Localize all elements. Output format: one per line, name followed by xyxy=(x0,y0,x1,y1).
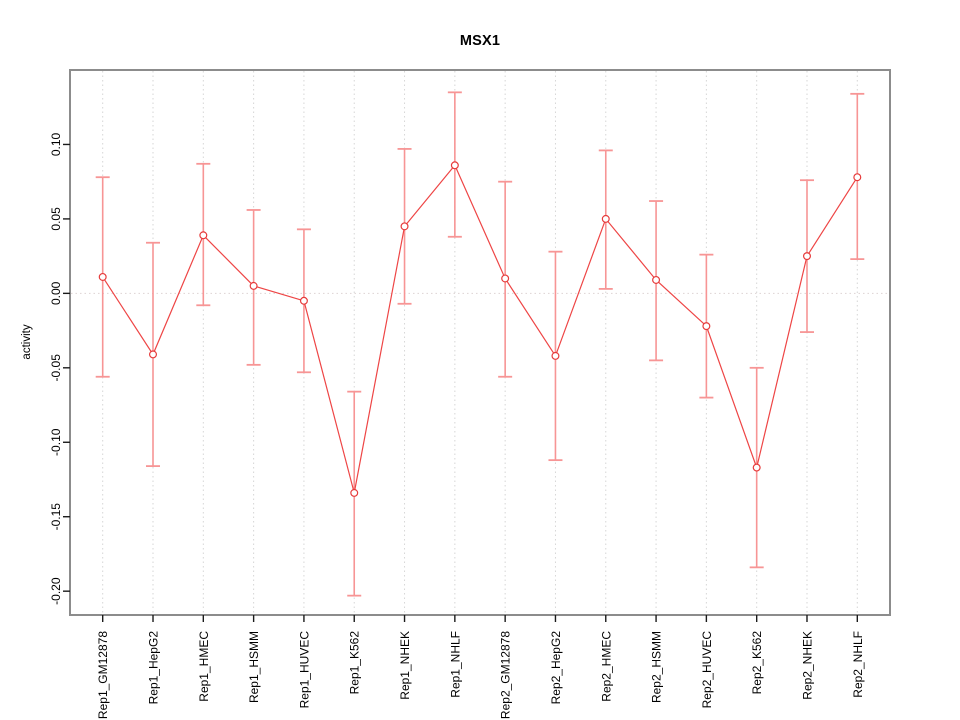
x-tick-label: Rep2_HSMM xyxy=(650,631,664,703)
plot-border xyxy=(69,69,891,616)
y-axis-title: activity xyxy=(21,324,33,360)
x-tick-label: Rep1_GM12878 xyxy=(96,631,110,719)
y-tick-label: -0.05 xyxy=(49,354,63,382)
series-line xyxy=(102,164,858,494)
data-point xyxy=(400,222,409,231)
data-point xyxy=(601,214,610,223)
data-point xyxy=(551,351,560,360)
y-axis-ticks: 0.10 0.05 0.00 -0.05 -0.10 -0.15 -0.20 xyxy=(49,132,70,605)
data-point xyxy=(299,296,308,305)
data-point xyxy=(450,161,459,170)
x-tick-label: Rep1_HSMM xyxy=(247,631,261,703)
data-point xyxy=(702,322,711,331)
x-axis-ticks: Rep1_GM12878 Rep1_HepG2 Rep1_HMEC Rep1_HSMM… xyxy=(96,615,865,719)
data-point xyxy=(802,252,811,261)
error-bars xyxy=(95,91,865,597)
x-tick-label: Rep2_K562 xyxy=(750,631,764,695)
data-point xyxy=(199,231,208,240)
y-tick-label: -0.10 xyxy=(49,428,63,456)
data-point xyxy=(350,488,359,497)
data-point xyxy=(149,350,158,359)
x-tick-label: Rep1_NHEK xyxy=(398,631,412,700)
x-tick-label: Rep2_GM12878 xyxy=(499,631,513,719)
x-tick-label: Rep2_NHLF xyxy=(851,631,865,698)
y-tick-label: 0.00 xyxy=(49,281,63,305)
x-tick-label: Rep1_NHLF xyxy=(448,631,462,698)
y-tick-label: -0.20 xyxy=(49,577,63,605)
x-tick-label: Rep1_HepG2 xyxy=(147,631,161,705)
data-point xyxy=(501,274,510,283)
data-point xyxy=(652,275,661,284)
data-points xyxy=(98,161,862,497)
data-point xyxy=(249,281,258,290)
x-tick-label: Rep1_HMEC xyxy=(197,631,211,702)
x-tick-label: Rep2_HMEC xyxy=(599,631,613,702)
x-tick-label: Rep2_HUVEC xyxy=(700,631,714,709)
x-tick-label: Rep1_K562 xyxy=(348,631,362,695)
vertical-gridlines xyxy=(102,71,858,614)
x-tick-label: Rep2_NHEK xyxy=(800,631,814,700)
y-tick-label: 0.10 xyxy=(49,132,63,156)
data-point xyxy=(853,173,862,182)
data-point xyxy=(752,463,761,472)
x-tick-label: Rep1_HUVEC xyxy=(297,631,311,709)
y-tick-label: -0.15 xyxy=(49,503,63,531)
data-point xyxy=(98,272,107,281)
x-tick-label: Rep2_HepG2 xyxy=(549,631,563,705)
y-tick-label: 0.05 xyxy=(49,207,63,231)
chart-title: MSX1 xyxy=(459,33,501,49)
